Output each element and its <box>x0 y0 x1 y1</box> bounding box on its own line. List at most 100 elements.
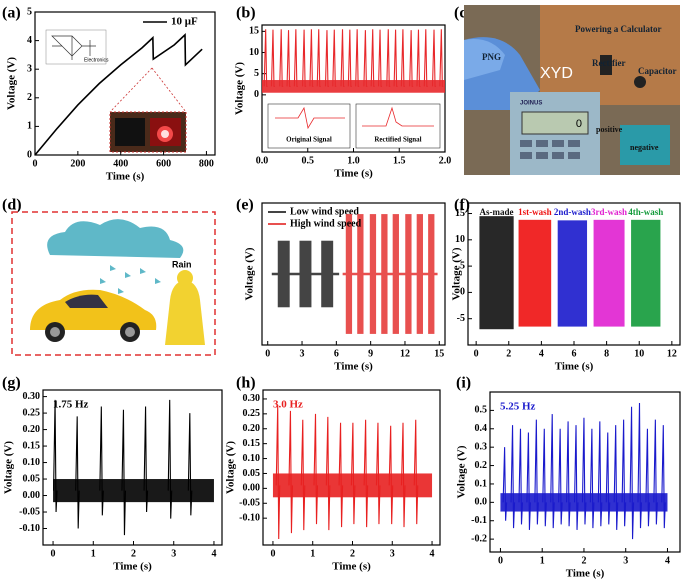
photo-label: PNG <box>482 52 501 62</box>
inset-label: Rectified Signal <box>374 136 421 144</box>
bar <box>321 240 334 308</box>
x-tick-label: 0.0 <box>256 155 269 166</box>
plot-frame <box>262 389 441 546</box>
spike <box>416 29 421 87</box>
x-tick-label: 10 <box>634 348 644 359</box>
y-tick-label: 0.2 <box>475 460 488 471</box>
photo-calculator: JOINUS <box>520 101 542 107</box>
y-tick-label: 0.25 <box>23 407 41 418</box>
x-tick-label: 2 <box>581 555 586 566</box>
y-tick-label: 0.0 <box>475 497 488 508</box>
spike <box>143 406 149 513</box>
spike <box>653 419 658 525</box>
plot-frame <box>489 391 681 553</box>
x-tick-label: 3 <box>300 348 305 359</box>
x-tick-label: 0.5 <box>302 155 315 166</box>
x-tick-label: 600 <box>156 158 171 169</box>
photo-label: Capacitor <box>638 66 677 76</box>
series-label: As-made <box>480 207 514 217</box>
x-tick-label: 1 <box>91 548 96 559</box>
spike <box>309 29 314 87</box>
spike <box>288 410 293 534</box>
y-tick-label: 5 <box>254 68 259 79</box>
photo-title: Powering a Calculator <box>575 24 661 34</box>
x-tick-label: 8 <box>604 348 609 359</box>
y-tick-label: 0.00 <box>23 490 41 501</box>
photo-inset <box>109 67 187 153</box>
bar <box>369 214 377 334</box>
spike <box>355 29 360 87</box>
y-tick-label: -0.05 <box>19 506 40 517</box>
spike <box>526 432 531 530</box>
y-tick-label: 5 <box>27 6 32 17</box>
panel-label: (i) <box>456 375 471 392</box>
signal-band <box>53 479 214 503</box>
signal-insets: Original Signal Rectified Signal <box>267 103 441 149</box>
spike <box>510 425 516 529</box>
x-tick-label: 1.5 <box>393 155 406 166</box>
spike <box>340 29 345 87</box>
inset-text: Electronics <box>84 57 109 63</box>
panel-label: (a) <box>2 5 21 22</box>
spike <box>518 428 524 525</box>
annotation: 5.25 Hz <box>500 401 536 413</box>
y-tick-label: 4 <box>27 35 32 46</box>
x-tick-label: 1 <box>310 548 315 559</box>
spike <box>589 428 595 529</box>
signal-band <box>593 219 625 327</box>
spike <box>386 29 391 87</box>
series-label: 4th-wash <box>628 207 663 217</box>
x-tick-label: 15 <box>434 348 444 359</box>
illustration-label: Rain <box>172 259 192 269</box>
y-tick-label: 1 <box>27 121 32 132</box>
y-tick-label: 0 <box>254 89 259 100</box>
spike <box>431 29 437 87</box>
panel-label: (d) <box>2 197 22 214</box>
y-tick-label: 10 <box>455 234 465 245</box>
spike <box>293 29 298 87</box>
y-tick-label: 0.05 <box>243 468 261 479</box>
spike <box>542 428 547 527</box>
panel-label: (f) <box>454 197 470 214</box>
spike <box>613 425 619 530</box>
x-tick-label: 4 <box>430 548 435 559</box>
y-tick-label: -0.10 <box>19 523 40 534</box>
photo-label: Rectifier <box>592 58 625 68</box>
x-axis-label: Time (s) <box>334 361 373 373</box>
bar <box>345 214 353 334</box>
spike <box>325 416 331 531</box>
inset-label: Original Signal <box>286 136 332 144</box>
y-axis-label: Voltage (V) <box>234 62 246 115</box>
spike <box>99 406 104 516</box>
y-tick-label: 0.00 <box>243 483 261 494</box>
annotation: 3.0 Hz <box>273 399 303 411</box>
spike <box>75 416 80 529</box>
x-tick-label: 12 <box>667 348 677 359</box>
y-tick-label: 0.10 <box>23 457 41 468</box>
x-tick-label: 3 <box>390 548 395 559</box>
signal-band <box>479 216 514 330</box>
y-tick-label: 0.4 <box>475 423 488 434</box>
plot-frame <box>42 389 223 546</box>
photo-label: positive <box>596 125 623 134</box>
signal-band <box>500 493 668 512</box>
y-tick-label: 0.5 <box>475 405 488 416</box>
spike <box>581 417 587 525</box>
y-tick-label: -0.10 <box>239 512 260 523</box>
y-axis-label: Voltage (V) <box>451 247 463 300</box>
spike <box>300 419 306 531</box>
y-tick-label: 15 <box>455 208 465 219</box>
panel-label: (h) <box>236 375 256 392</box>
x-tick-label: 3 <box>623 555 628 566</box>
y-tick-label: 0.30 <box>23 391 41 402</box>
spike <box>645 428 650 527</box>
y-tick-label: 0 <box>27 149 32 160</box>
series-label: 1st-wash <box>518 207 552 217</box>
bar <box>428 214 435 334</box>
x-tick-label: 6 <box>334 348 339 359</box>
spike <box>324 30 329 87</box>
x-axis-label: Time (s) <box>334 168 373 180</box>
spike <box>53 399 58 513</box>
illustration: (d) Rain Wind <box>2 197 216 356</box>
